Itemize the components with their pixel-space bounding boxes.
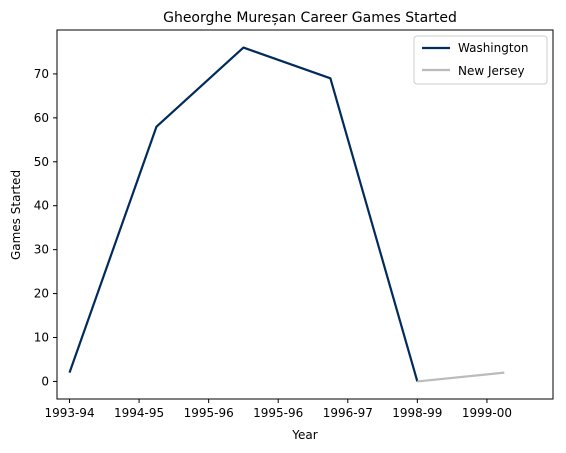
x-tick-label: 1994-95 [114, 406, 164, 420]
y-tick-label: 30 [34, 243, 49, 257]
y-tick-label: 10 [34, 331, 49, 345]
x-tick-label: 1996-97 [323, 406, 373, 420]
x-tick-label: 1995-96 [253, 406, 303, 420]
y-tick-label: 50 [34, 155, 49, 169]
legend-label-washington: Washington [458, 41, 529, 55]
y-axis-label: Games Started [9, 170, 23, 260]
y-tick-label: 0 [41, 374, 49, 388]
x-tick-label: 1998-99 [392, 406, 442, 420]
legend: Washington New Jersey [413, 35, 548, 85]
series-line-new-jersey [417, 371, 505, 383]
x-axis: 1993-94 1994-95 1995-96 1995-96 1996-97 1998-… [44, 399, 512, 420]
x-axis-label: Year [291, 428, 317, 442]
plot-frame [56, 29, 554, 400]
y-axis: 0 10 20 30 40 50 60 70 [34, 67, 57, 388]
y-tick-label: 40 [34, 199, 49, 213]
plot-layer [68, 46, 505, 383]
legend-label-new-jersey: New Jersey [458, 64, 525, 78]
y-tick-label: 60 [34, 111, 49, 125]
series-line-washington [68, 46, 419, 382]
x-tick-label: 1999-00 [462, 406, 512, 420]
y-tick-label: 20 [34, 287, 49, 301]
x-tick-label: 1993-94 [44, 406, 94, 420]
y-tick-label: 70 [34, 67, 49, 81]
x-tick-label: 1995-96 [184, 406, 234, 420]
chart-title: Gheorghe Mureșan Career Games Started [163, 10, 457, 26]
